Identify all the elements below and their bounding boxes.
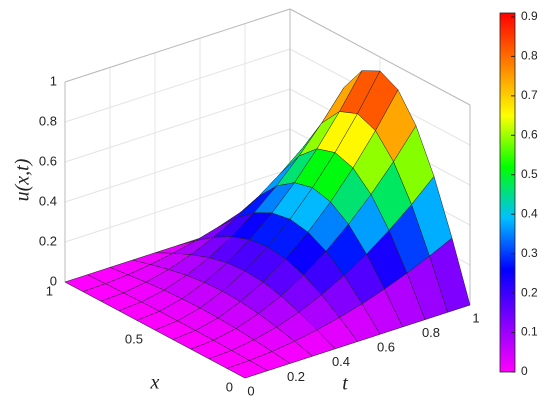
y-tick-label: 0.6: [377, 340, 395, 355]
x-tick-label: 0: [226, 379, 233, 394]
z-grid-line: [64, 168, 291, 243]
colorbar-tick-label: 0.3: [521, 246, 538, 260]
colorbar-tick-label: 0.9: [521, 9, 538, 23]
colorbar-tick-label: 0.5: [521, 167, 538, 181]
y-tick-label: 1: [472, 310, 479, 325]
colorbar-tick-label: 0.1: [521, 325, 538, 339]
z-grid-line: [64, 88, 291, 163]
z-grid-line: [64, 48, 291, 123]
colorbar-tick-label: 0.6: [521, 127, 538, 141]
z-tick-label: 0: [50, 273, 57, 288]
z-tick-label: 0.4: [39, 193, 57, 208]
z-tick-label: 0.6: [39, 153, 57, 168]
surface-patch: [226, 360, 269, 379]
colorbar-tick-label: 0.8: [521, 49, 538, 63]
z-tick-label: 1: [50, 73, 57, 88]
y-axis-label: t: [342, 373, 348, 395]
colorbar-tick-label: 0: [521, 364, 528, 378]
z-grid-line: [64, 128, 291, 203]
x-tick-label: 1: [46, 283, 53, 298]
colorbar-tick-label: 0.2: [521, 285, 538, 299]
z-tick-label: 0.8: [39, 113, 57, 128]
colorbar-tick-label: 0.4: [521, 206, 538, 220]
axis-edge: [289, 8, 471, 106]
y-tick-label: 0.8: [422, 325, 440, 340]
y-tick-label: 0.4: [332, 354, 350, 369]
y-tick-label: 0: [247, 383, 254, 398]
x-axis-label: x: [150, 372, 160, 394]
x-tick-label: 0.5: [125, 331, 143, 346]
y-tick-label: 0.2: [287, 369, 305, 384]
colorbar: [499, 12, 516, 373]
axis-edge: [64, 8, 291, 83]
colorbar-tick-label: 0.7: [521, 88, 538, 102]
z-tick-label: 0.2: [39, 233, 57, 248]
z-axis-label: u(x,t): [12, 158, 34, 201]
